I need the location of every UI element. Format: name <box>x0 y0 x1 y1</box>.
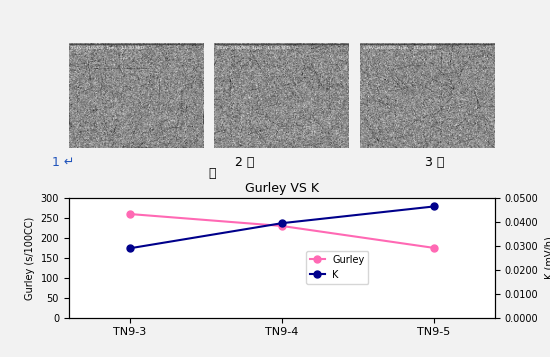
Gurley <box>126 212 133 216</box>
Legend: Gurley, K: Gurley, K <box>306 251 368 284</box>
Y-axis label: Gurley (s/100CC): Gurley (s/100CC) <box>25 216 35 300</box>
Y-axis label: K (mV/h): K (mV/h) <box>544 237 550 279</box>
K <box>431 204 437 208</box>
Text: 3 ，: 3 ， <box>425 156 444 169</box>
Text: 1 ↵: 1 ↵ <box>52 156 74 169</box>
K <box>278 221 285 225</box>
Title: Gurley VS K: Gurley VS K <box>245 182 319 196</box>
Gurley <box>431 246 437 250</box>
Text: 20kV  ×10,000  1μm    11:30 SED: 20kV ×10,000 1μm 11:30 SED <box>72 46 145 50</box>
Text: 20kV  ×10,000  1μm    11:30 SED: 20kV ×10,000 1μm 11:30 SED <box>363 46 436 50</box>
Line: Gurley: Gurley <box>126 211 438 251</box>
Text: ，: ， <box>208 167 216 180</box>
Text: 20kV  ×10,000  1μm    11:30 SED: 20kV ×10,000 1μm 11:30 SED <box>217 46 290 50</box>
Gurley <box>278 224 285 228</box>
Text: 2 ，: 2 ， <box>235 156 255 169</box>
K <box>126 246 133 251</box>
Line: K: K <box>126 203 438 252</box>
